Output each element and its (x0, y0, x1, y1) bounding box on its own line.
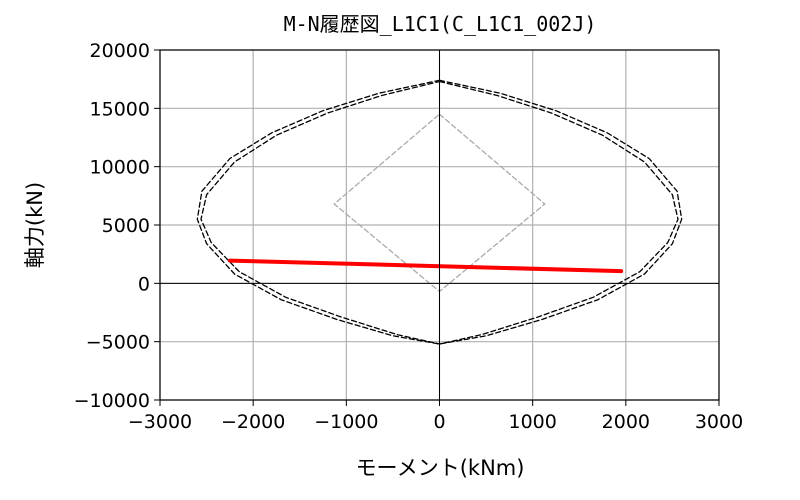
y-axis-label: 軸力(kN) (23, 182, 47, 268)
x-tick-label-1: −2000 (221, 411, 285, 433)
y-tick-label-2: 0 (138, 273, 150, 295)
series-line-0 (196, 79, 683, 345)
zero-lines (160, 50, 719, 400)
series-line-3 (227, 258, 624, 274)
x-tick-label-4: 1000 (508, 411, 556, 433)
x-tick-label-6: 3000 (695, 411, 743, 433)
x-axis-label: モーメント(kNm) (356, 456, 525, 480)
y-tick-label-5: 15000 (90, 98, 150, 120)
x-tick-label-3: 0 (433, 411, 445, 433)
y-tick-label-3: 5000 (102, 215, 150, 237)
y-tick-label-4: 10000 (90, 157, 150, 179)
x-tick-label-2: −1000 (314, 411, 378, 433)
x-tick-label-0: −3000 (128, 411, 192, 433)
y-tick-label-6: 20000 (90, 40, 150, 62)
plot-frame (159, 49, 720, 401)
y-tick-label-0: −10000 (74, 390, 150, 412)
ticks-group: −3000 −2000 −1000 0 1000 2000 3000−10000−50000… (74, 40, 744, 433)
chart-title: M-N履歴図_L1C1(C_L1C1_002J) (284, 12, 597, 36)
y-tick-label-1: −5000 (86, 332, 150, 354)
x-tick-label-5: 2000 (602, 411, 650, 433)
